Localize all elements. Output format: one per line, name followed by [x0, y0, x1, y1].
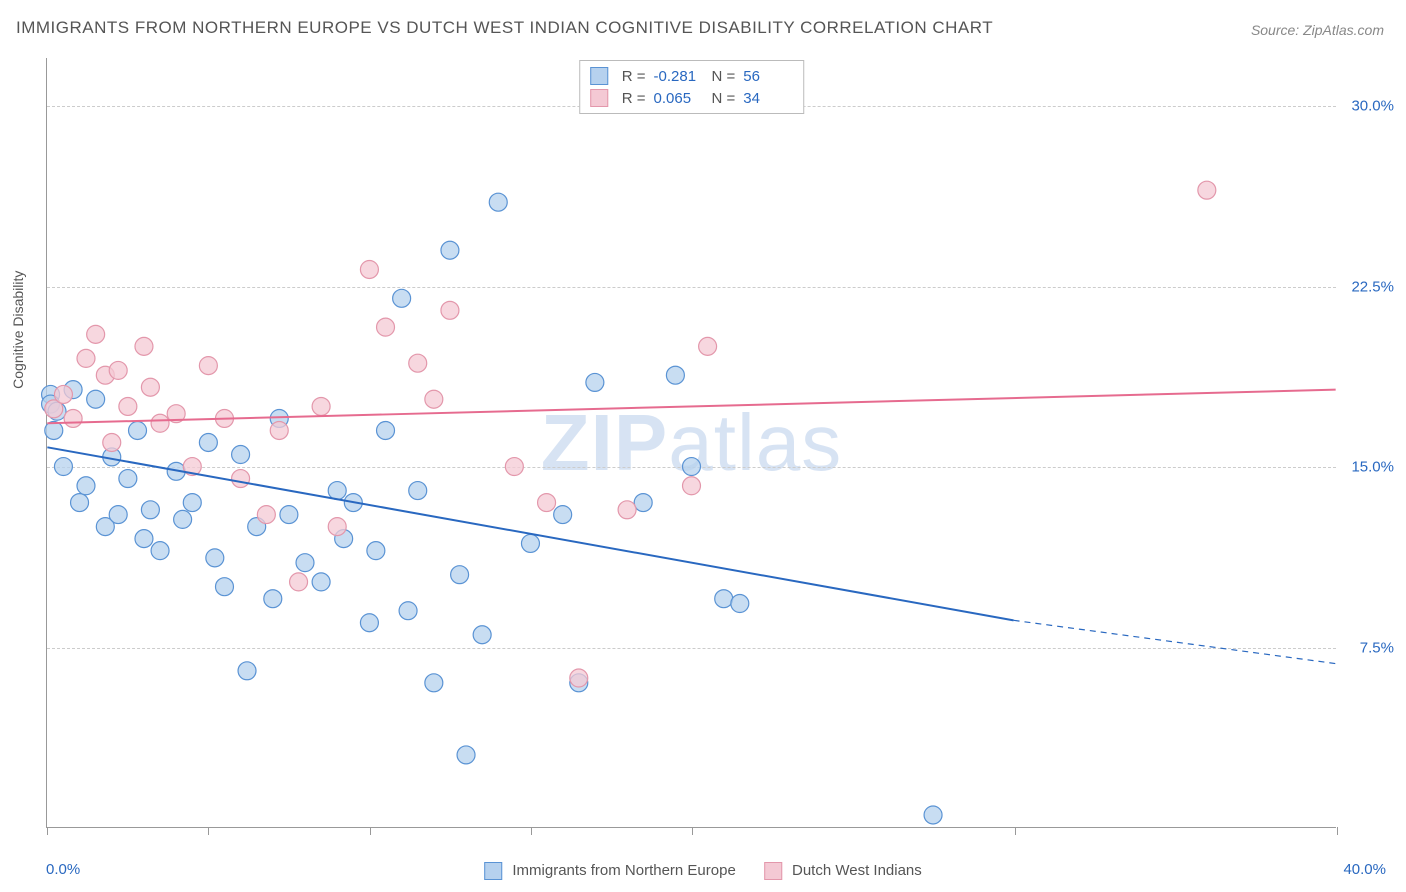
x-label-left: 0.0% — [46, 861, 80, 878]
chart-container: IMMIGRANTS FROM NORTHERN EUROPE VS DUTCH… — [0, 0, 1406, 892]
stats-n-value-2: 34 — [743, 90, 793, 107]
stats-n-value-1: 56 — [743, 68, 793, 85]
x-label-right: 40.0% — [1343, 861, 1386, 878]
y-tick-label: 30.0% — [1351, 98, 1394, 115]
chart-title: IMMIGRANTS FROM NORTHERN EUROPE VS DUTCH… — [16, 18, 993, 38]
legend-swatch-2 — [764, 862, 782, 880]
bottom-legend: Immigrants from Northern Europe Dutch We… — [484, 862, 922, 880]
y-axis-label: Cognitive Disability — [10, 271, 26, 389]
stats-swatch-2 — [590, 89, 608, 107]
legend-item-2: Dutch West Indians — [764, 862, 922, 880]
x-tick — [47, 827, 48, 835]
x-tick — [1015, 827, 1016, 835]
stats-n-label-2: N = — [712, 90, 736, 107]
y-tick-label: 7.5% — [1360, 639, 1394, 656]
stats-box: R = -0.281 N = 56 R = 0.065 N = 34 — [579, 60, 805, 114]
x-tick — [531, 827, 532, 835]
plot-svg — [47, 58, 1336, 827]
x-tick — [370, 827, 371, 835]
stats-r-label-2: R = — [622, 90, 646, 107]
stats-r-value-1: -0.281 — [654, 68, 704, 85]
x-tick — [208, 827, 209, 835]
stats-row-1: R = -0.281 N = 56 — [590, 65, 794, 87]
stats-swatch-1 — [590, 67, 608, 85]
y-tick-label: 15.0% — [1351, 459, 1394, 476]
x-tick — [1337, 827, 1338, 835]
chart-source: Source: ZipAtlas.com — [1251, 22, 1384, 38]
stats-row-2: R = 0.065 N = 34 — [590, 87, 794, 109]
legend-label-2: Dutch West Indians — [792, 862, 922, 879]
legend-item-1: Immigrants from Northern Europe — [484, 862, 736, 880]
x-tick — [692, 827, 693, 835]
legend-label-1: Immigrants from Northern Europe — [512, 862, 735, 879]
y-tick-label: 22.5% — [1351, 278, 1394, 295]
stats-r-label-1: R = — [622, 68, 646, 85]
stats-r-value-2: 0.065 — [654, 90, 704, 107]
stats-n-label-1: N = — [712, 68, 736, 85]
legend-swatch-1 — [484, 862, 502, 880]
plot-area: ZIPatlas R = -0.281 N = 56 R = 0.065 N =… — [46, 58, 1336, 828]
